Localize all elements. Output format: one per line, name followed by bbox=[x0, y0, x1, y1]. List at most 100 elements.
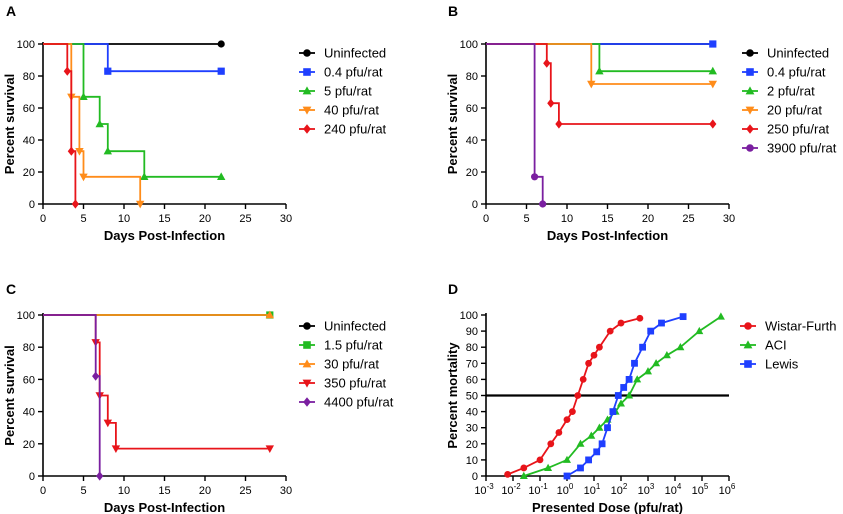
series-line bbox=[43, 43, 222, 73]
legend-marker bbox=[303, 68, 311, 76]
data-point bbox=[95, 119, 104, 128]
legend-marker bbox=[745, 106, 755, 115]
panel-label: D bbox=[448, 281, 458, 297]
y-tick-label: 100 bbox=[17, 39, 35, 51]
data-point bbox=[631, 359, 638, 367]
y-axis-label: Percent survival bbox=[2, 74, 17, 174]
x-tick-label: 103 bbox=[638, 482, 655, 497]
series-line bbox=[43, 314, 270, 450]
y-tick-label: 40 bbox=[23, 407, 35, 419]
legend-marker bbox=[303, 124, 311, 134]
data-point bbox=[604, 424, 611, 432]
legend-label: Uninfected bbox=[324, 319, 386, 334]
data-point bbox=[708, 80, 717, 89]
y-axis-label: Percent mortality bbox=[445, 342, 460, 449]
y-tick-label: 0 bbox=[29, 199, 35, 211]
y-tick-label: 100 bbox=[17, 310, 35, 322]
data-point bbox=[633, 375, 642, 383]
y-tick-label: 50 bbox=[466, 391, 478, 403]
legend-marker bbox=[302, 359, 312, 368]
data-point bbox=[536, 456, 544, 464]
data-point bbox=[103, 146, 112, 155]
x-tick-label: 20 bbox=[199, 485, 211, 497]
data-point bbox=[609, 408, 617, 415]
legend-label: 250 pfu/rat bbox=[767, 122, 830, 137]
y-tick-label: 80 bbox=[23, 71, 35, 83]
y-tick-label: 60 bbox=[23, 103, 35, 115]
x-tick-label: 10-3 bbox=[474, 482, 494, 497]
data-point bbox=[544, 463, 553, 471]
data-point bbox=[614, 392, 622, 399]
series-line bbox=[43, 43, 142, 204]
x-tick-label: 15 bbox=[158, 485, 170, 497]
data-point bbox=[265, 445, 274, 454]
data-point bbox=[96, 471, 104, 481]
legend-label: 20 pfu/rat bbox=[767, 103, 822, 118]
y-tick-label: 80 bbox=[466, 71, 478, 83]
legend-label: 2 pfu/rat bbox=[767, 84, 815, 99]
y-tick-label: 20 bbox=[23, 439, 35, 451]
legend-entry: 0.4 pfu/rat bbox=[299, 65, 383, 80]
x-tick-label: 10 bbox=[118, 485, 130, 497]
y-tick-label: 60 bbox=[466, 374, 478, 386]
data-point bbox=[63, 66, 71, 76]
x-tick-label: 10 bbox=[118, 213, 130, 225]
data-point bbox=[71, 199, 79, 209]
data-point bbox=[652, 359, 661, 367]
legend-label: 30 pfu/rat bbox=[324, 357, 379, 372]
x-tick-label: 100 bbox=[557, 482, 574, 497]
legend-label: Uninfected bbox=[324, 46, 386, 61]
x-tick-label: 30 bbox=[280, 485, 292, 497]
panel-label: A bbox=[6, 3, 16, 19]
data-point bbox=[574, 392, 582, 399]
legend-marker bbox=[744, 360, 752, 368]
legend-entry: 250 pfu/rat bbox=[742, 122, 830, 137]
legend-marker bbox=[746, 68, 754, 76]
legend-label: 4400 pfu/rat bbox=[324, 395, 394, 410]
data-point bbox=[563, 472, 571, 480]
data-point bbox=[577, 464, 584, 472]
legend-entry: 3900 pfu/rat bbox=[742, 141, 837, 156]
data-point bbox=[587, 431, 596, 439]
data-point bbox=[585, 456, 592, 464]
legend-entry: Uninfected bbox=[299, 46, 386, 61]
series-4 bbox=[486, 43, 717, 89]
data-point bbox=[75, 148, 84, 156]
data-point bbox=[647, 327, 655, 335]
data-point bbox=[520, 464, 528, 472]
data-point bbox=[504, 470, 511, 478]
data-point bbox=[679, 313, 687, 321]
data-point bbox=[547, 440, 555, 448]
data-point bbox=[103, 419, 112, 428]
series-3 bbox=[563, 313, 687, 480]
data-point bbox=[620, 384, 628, 391]
legend-entry: 4400 pfu/rat bbox=[299, 395, 394, 410]
x-tick-label: 20 bbox=[199, 213, 211, 225]
y-tick-label: 40 bbox=[466, 135, 478, 147]
legend-marker bbox=[303, 49, 311, 57]
series-1 bbox=[504, 314, 644, 478]
data-point bbox=[104, 67, 112, 75]
data-point bbox=[576, 439, 585, 447]
y-tick-label: 20 bbox=[466, 439, 478, 451]
data-point bbox=[563, 416, 571, 424]
legend-marker bbox=[746, 144, 754, 152]
y-tick-label: 0 bbox=[472, 471, 478, 483]
data-point bbox=[531, 173, 539, 181]
data-point bbox=[217, 67, 225, 75]
x-tick-label: 30 bbox=[723, 213, 735, 225]
data-point bbox=[636, 314, 644, 322]
x-tick-label: 15 bbox=[158, 213, 170, 225]
legend-label: Wistar-Furth bbox=[765, 319, 837, 334]
data-point bbox=[67, 146, 75, 156]
data-point bbox=[140, 172, 149, 180]
legend-entry: Uninfected bbox=[299, 319, 386, 334]
x-tick-label: 5 bbox=[80, 213, 86, 225]
x-tick-label: 106 bbox=[719, 482, 736, 497]
series-line bbox=[43, 43, 77, 204]
data-point bbox=[590, 351, 598, 359]
legend-entry: Uninfected bbox=[742, 46, 829, 61]
x-axis-label: Days Post-Infection bbox=[104, 228, 225, 243]
legend-entry: 2 pfu/rat bbox=[742, 84, 815, 99]
data-point bbox=[676, 343, 685, 351]
